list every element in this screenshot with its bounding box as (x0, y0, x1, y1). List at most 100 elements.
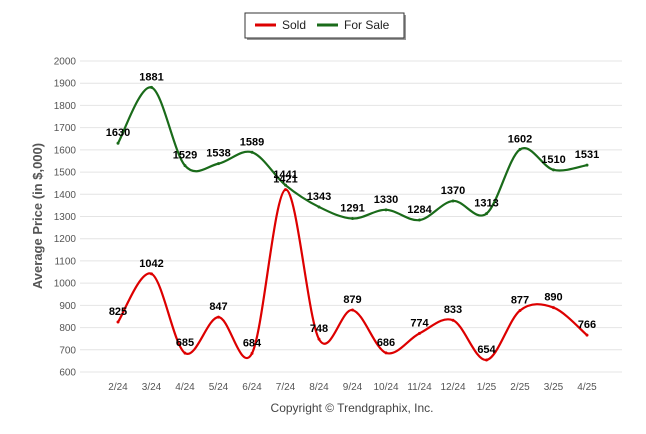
series-lines (116, 85, 589, 362)
data-label-sold: 774 (410, 317, 429, 329)
x-tick-label: 4/24 (175, 382, 195, 393)
y-tick-label: 800 (59, 323, 76, 334)
y-axis-ticks: 600 700 800 900 1000 1100 1200 1300 1400 1500 1600… (54, 57, 77, 379)
y-tick-label: 1700 (54, 123, 77, 134)
data-point-sold (116, 320, 120, 324)
data-label-for-sale: 1343 (307, 191, 331, 203)
data-label-sold: 684 (243, 337, 262, 349)
x-tick-label: 10/24 (373, 382, 398, 393)
data-label-for-sale: 1589 (240, 136, 264, 148)
x-tick-label: 3/24 (142, 382, 162, 393)
data-label-for-sale: 1602 (508, 133, 532, 145)
data-point-sold (485, 358, 488, 362)
data-labels: 825 1042 685 847 684 1421 748 879 686 774 833 654 87… (106, 71, 599, 356)
data-point-for-sale (284, 183, 287, 187)
y-tick-label: 1400 (54, 190, 77, 201)
y-tick-label: 1600 (54, 145, 77, 156)
data-point-sold (585, 333, 589, 337)
x-tick-label: 11/24 (407, 382, 432, 393)
data-label-sold: 879 (343, 294, 361, 306)
data-point-for-sale (116, 141, 120, 145)
data-point-sold (250, 351, 254, 355)
data-point-sold (418, 331, 421, 335)
x-tick-label: 12/24 (440, 382, 465, 393)
grid (80, 60, 622, 373)
data-label-for-sale: 1291 (340, 202, 364, 214)
x-tick-label: 3/25 (544, 382, 564, 393)
y-tick-label: 1800 (54, 101, 77, 112)
y-tick-label: 600 (59, 368, 76, 379)
data-label-for-sale: 1370 (441, 185, 465, 197)
data-label-sold: 766 (578, 319, 596, 331)
data-point-for-sale (451, 199, 455, 203)
data-point-for-sale (585, 163, 589, 167)
data-label-sold: 825 (109, 306, 127, 318)
y-tick-label: 2000 (54, 57, 77, 68)
data-label-for-sale: 1529 (173, 150, 197, 162)
data-point-sold (552, 306, 555, 310)
data-label-sold: 1421 (273, 174, 297, 186)
x-tick-label: 6/24 (242, 382, 262, 393)
data-point-sold (150, 272, 153, 276)
x-axis-ticks: 2/24 3/24 4/24 5/24 6/24 7/24 8/24 9/24 10/24 11/… (108, 382, 597, 393)
data-point-sold (384, 351, 388, 355)
y-tick-label: 1500 (54, 168, 77, 179)
data-point-for-sale (351, 216, 354, 220)
data-label-for-sale: 1330 (374, 194, 398, 206)
data-label-for-sale: 1881 (139, 71, 163, 83)
y-tick-label: 1300 (54, 212, 77, 223)
data-label-for-sale: 1630 (106, 127, 130, 139)
data-label-sold: 654 (477, 344, 496, 356)
data-point-for-sale (150, 85, 153, 89)
x-tick-label: 9/24 (343, 382, 363, 393)
y-tick-label: 1900 (54, 79, 77, 90)
legend-label-for-sale: For Sale (344, 18, 390, 32)
data-point-for-sale (552, 168, 555, 172)
data-label-for-sale: 1284 (407, 204, 432, 216)
data-label-sold: 1042 (139, 258, 163, 270)
data-point-for-sale (418, 218, 421, 222)
data-point-for-sale (485, 212, 488, 216)
data-point-sold (317, 337, 321, 341)
data-label-sold: 847 (209, 301, 227, 313)
y-tick-label: 1000 (54, 279, 77, 290)
data-label-sold: 686 (377, 337, 395, 349)
data-label-sold: 877 (511, 294, 529, 306)
legend-label-sold: Sold (282, 18, 306, 32)
data-label-for-sale: 1538 (206, 148, 230, 160)
data-label-for-sale: 1510 (541, 154, 565, 166)
x-tick-label: 4/25 (577, 382, 597, 393)
x-tick-label: 2/24 (108, 382, 128, 393)
data-label-for-sale: 1531 (575, 149, 599, 161)
data-point-sold (351, 308, 354, 312)
data-point-sold (518, 308, 522, 312)
data-label-sold: 685 (176, 337, 194, 349)
data-label-for-sale: 1441 (273, 169, 297, 181)
x-tick-label: 7/24 (276, 382, 296, 393)
data-point-sold (183, 351, 187, 355)
data-point-for-sale (317, 205, 321, 209)
data-point-for-sale (183, 164, 187, 168)
data-point-for-sale (518, 147, 522, 151)
x-tick-label: 2/25 (510, 382, 530, 393)
data-label-sold: 833 (444, 304, 462, 316)
x-tick-label: 1/25 (477, 382, 497, 393)
data-point-sold (284, 188, 287, 192)
data-point-sold (217, 315, 220, 319)
x-tick-label: 5/24 (209, 382, 229, 393)
data-label-for-sale: 1313 (474, 198, 498, 210)
copyright-text: Copyright © Trendgraphix, Inc. (271, 401, 434, 415)
y-tick-label: 900 (59, 301, 76, 312)
data-point-for-sale (217, 162, 220, 166)
y-tick-label: 700 (59, 345, 76, 356)
x-tick-label: 8/24 (309, 382, 329, 393)
y-tick-label: 1100 (54, 256, 76, 267)
series-line-sold (117, 188, 588, 362)
legend: Sold For Sale (244, 12, 406, 40)
y-axis-label: Average Price (in $,000) (30, 143, 45, 289)
data-point-for-sale (384, 208, 388, 212)
data-point-sold (451, 318, 455, 322)
data-point-for-sale (250, 150, 254, 154)
data-label-sold: 748 (310, 323, 328, 335)
